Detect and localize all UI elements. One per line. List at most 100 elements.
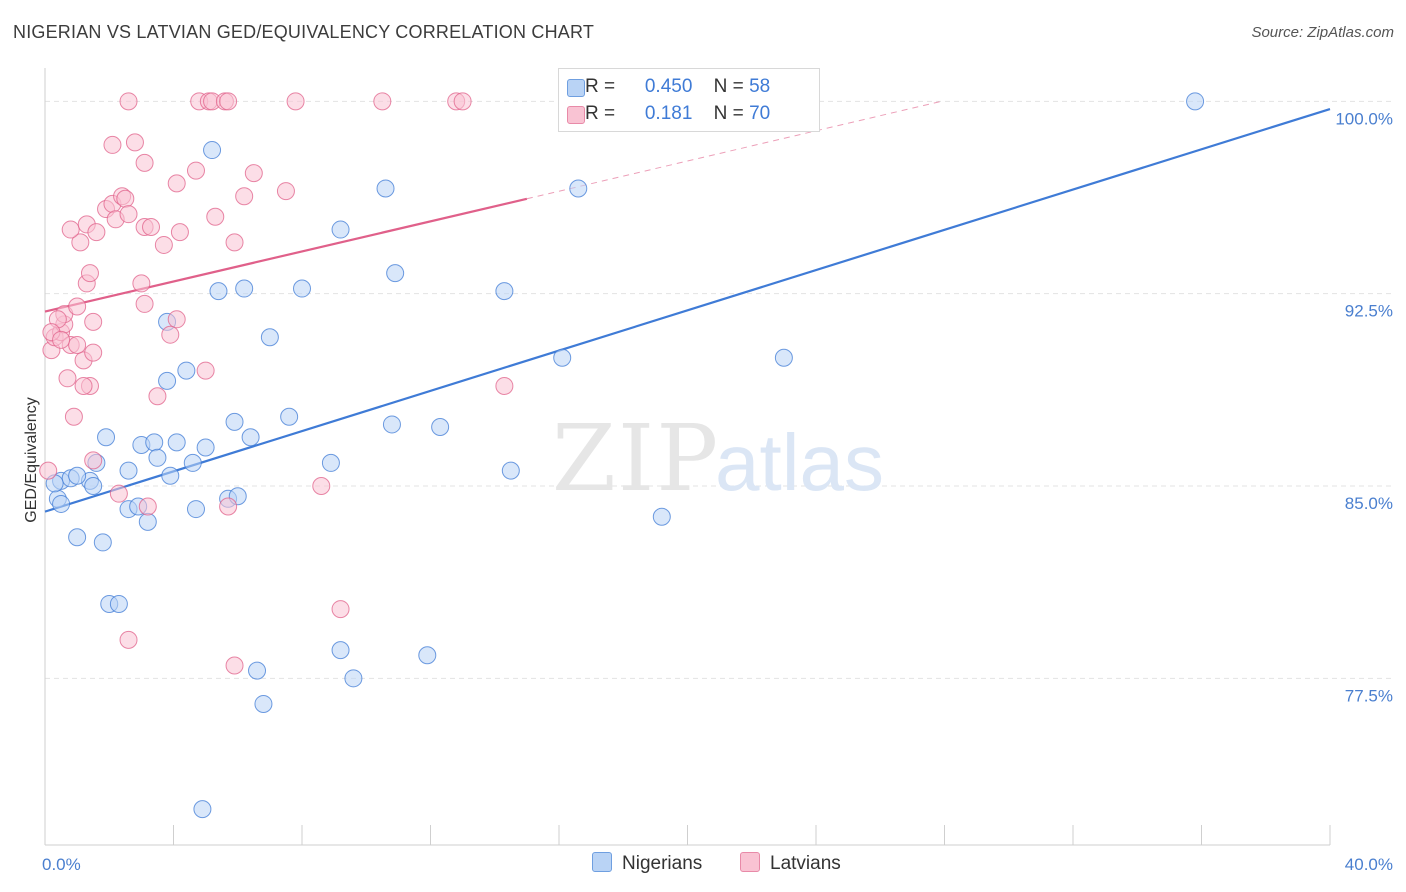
tick-labels: 100.0% 92.5% 85.0% 77.5% 0.0% 40.0% <box>42 109 1393 874</box>
nigerians-point <box>254 694 273 713</box>
latvians-point <box>109 484 128 503</box>
nigerians-point <box>52 494 71 513</box>
nigerians-point <box>241 428 260 447</box>
y-tick-label: 100.0% <box>1335 109 1393 128</box>
nigerians-points <box>45 92 1205 819</box>
nigerians-point <box>569 179 588 198</box>
nigerians-point <box>280 407 299 426</box>
latvians-point <box>196 361 215 380</box>
nigerians-legend-swatch <box>592 852 612 872</box>
latvians-point <box>186 161 205 180</box>
legend-row-latvians: R = 0.181 N = 70 <box>567 103 771 127</box>
correlation-legend: R = 0.450 N = 58 R = 0.181 N = 70 <box>558 68 820 132</box>
nigerians-point <box>119 461 138 480</box>
nigerians-swatch <box>567 79 585 97</box>
y-tick-label: 77.5% <box>1345 686 1393 705</box>
nigerians-trend-line <box>44 107 1331 513</box>
legend-row-nigerians: R = 0.450 N = 58 <box>567 76 771 100</box>
nigerians-point <box>774 348 793 367</box>
nigerians-point <box>553 348 572 367</box>
nigerians-point <box>203 141 222 160</box>
nigerians-point <box>225 412 244 431</box>
nigerians-point <box>1186 92 1205 111</box>
watermark-zip: ZIP <box>552 405 720 512</box>
latvians-n-value: 70 <box>749 103 771 124</box>
nigerians-point <box>183 453 202 472</box>
r-label: R = <box>585 103 616 124</box>
nigerians-point <box>652 507 671 526</box>
latvians-point <box>119 205 138 224</box>
nigerians-point <box>109 594 128 613</box>
n-label: N = <box>713 76 744 97</box>
nigerians-point <box>495 282 514 301</box>
nigerians-point <box>260 328 279 347</box>
x-tick-label: 40.0% <box>1345 855 1393 874</box>
nigerians-point <box>196 438 215 457</box>
latvians-point <box>170 223 189 242</box>
nigerians-point <box>418 646 437 665</box>
latvians-point <box>135 294 154 313</box>
latvians-point <box>167 174 186 193</box>
latvians-legend-label: Latvians <box>770 853 841 874</box>
latvians-point <box>84 451 103 470</box>
latvians-point <box>453 92 472 111</box>
latvians-point <box>167 310 186 329</box>
latvians-legend-swatch <box>740 852 760 872</box>
nigerians-point <box>431 418 450 437</box>
latvians-point <box>331 600 350 619</box>
source-label: Source: ZipAtlas.com <box>1251 24 1394 41</box>
latvians-point <box>64 407 83 426</box>
nigerians-n-value: 58 <box>749 76 771 97</box>
latvians-point <box>132 274 151 293</box>
latvians-points <box>39 92 514 675</box>
nigerians-point <box>145 433 164 452</box>
latvians-point <box>119 630 138 649</box>
latvians-point <box>84 312 103 331</box>
latvians-point <box>87 223 106 242</box>
latvians-trend-extension <box>526 100 942 200</box>
latvians-point <box>154 235 173 254</box>
nigerians-point <box>161 466 180 485</box>
nigerians-point <box>138 512 157 531</box>
nigerians-r-value: 0.450 <box>644 76 693 97</box>
r-label: R = <box>585 76 616 97</box>
latvians-point <box>235 187 254 206</box>
latvians-point <box>71 233 90 252</box>
latvians-trend-line <box>44 197 528 313</box>
latvians-point <box>286 92 305 111</box>
nigerians-point <box>386 264 405 283</box>
nigerians-point <box>68 466 87 485</box>
latvians-point <box>103 135 122 154</box>
legend-item-latvians[interactable]: Latvians <box>740 852 841 875</box>
latvians-point <box>74 376 93 395</box>
nigerians-point <box>331 220 350 239</box>
latvians-point <box>135 153 154 172</box>
latvians-point <box>206 207 225 226</box>
latvians-r-value: 0.181 <box>644 103 693 124</box>
latvians-point <box>61 220 80 239</box>
latvians-point <box>161 325 180 344</box>
nigerians-point <box>209 282 228 301</box>
nigerians-point <box>186 500 205 519</box>
legend-item-nigerians[interactable]: Nigerians <box>592 852 702 875</box>
n-label: N = <box>713 103 744 124</box>
x-tick-label: 0.0% <box>42 855 81 874</box>
nigerians-point <box>382 415 401 434</box>
latvians-point <box>276 182 295 201</box>
nigerians-legend-label: Nigerians <box>622 853 703 874</box>
nigerians-point <box>167 433 186 452</box>
nigerians-point <box>321 453 340 472</box>
data-points <box>39 92 1205 819</box>
nigerians-point <box>344 669 363 688</box>
nigerians-point <box>97 428 116 447</box>
watermark-atlas: atlas <box>715 418 884 507</box>
nigerians-point <box>193 800 212 819</box>
latvians-point <box>225 233 244 252</box>
y-tick-label: 85.0% <box>1345 494 1393 513</box>
nigerians-point <box>93 533 112 552</box>
latvians-point <box>142 217 161 236</box>
latvians-point <box>68 297 87 316</box>
latvians-point <box>58 369 77 388</box>
latvians-point <box>119 92 138 111</box>
